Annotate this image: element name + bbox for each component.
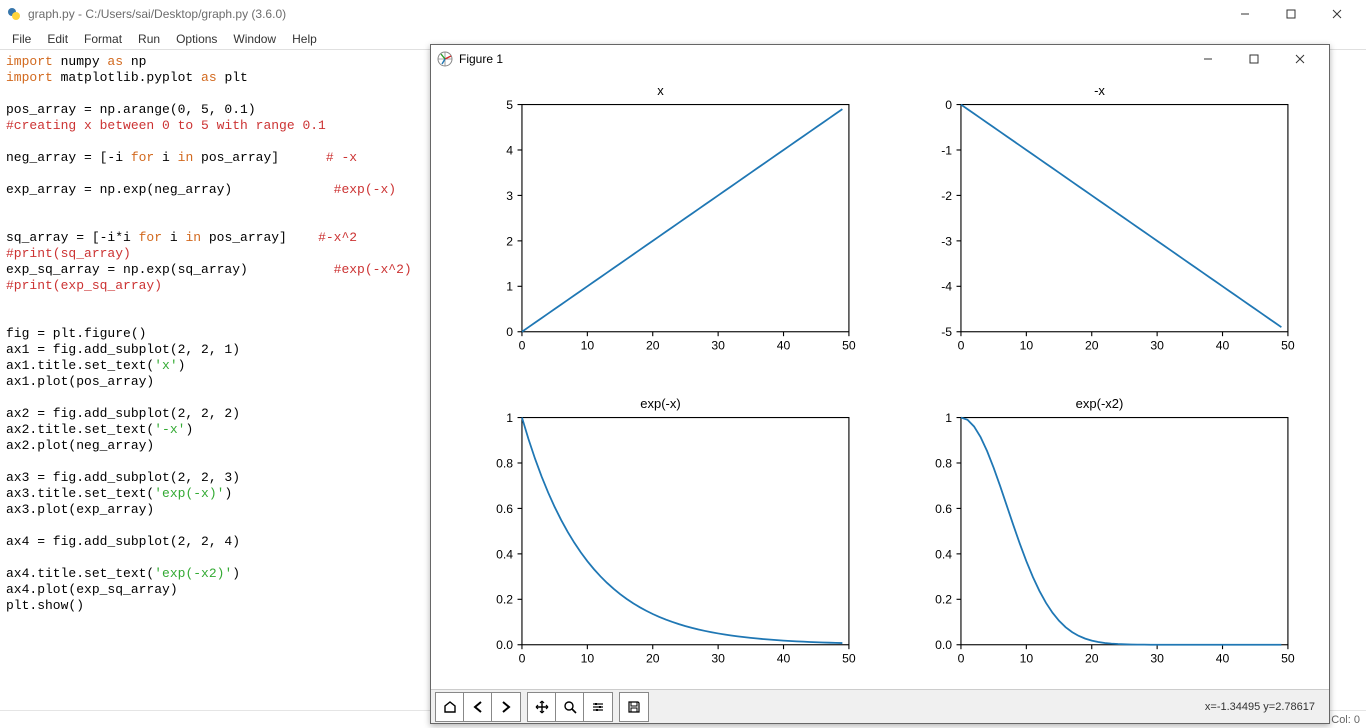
close-button[interactable] <box>1314 0 1360 28</box>
tool-home-button[interactable] <box>436 693 464 721</box>
subplot-title: x <box>657 83 664 98</box>
plot-svg: 0 10 20 30 40 50 -5 -4 -3 -2 -1 0 <box>900 98 1299 366</box>
subplot-1: -x 0 10 20 30 40 50 -5 -4 -3 -2 -1 0 <box>900 83 1299 366</box>
svg-text:10: 10 <box>581 338 595 352</box>
svg-text:0.2: 0.2 <box>496 593 513 607</box>
svg-text:40: 40 <box>1216 651 1230 665</box>
svg-text:50: 50 <box>842 651 856 665</box>
tool-zoom-button[interactable] <box>556 693 584 721</box>
svg-text:0.6: 0.6 <box>935 502 952 516</box>
figure-maximize-button[interactable] <box>1231 45 1277 73</box>
svg-text:20: 20 <box>646 651 660 665</box>
svg-text:1: 1 <box>506 280 513 294</box>
svg-text:40: 40 <box>777 338 791 352</box>
svg-text:0.0: 0.0 <box>935 638 952 652</box>
svg-text:0: 0 <box>519 338 526 352</box>
subplot-3: exp(-x2) 0 10 20 30 40 50 0.0 0.2 0.4 0.6 0.8 1 <box>900 396 1299 679</box>
svg-text:0.0: 0.0 <box>496 638 513 652</box>
svg-text:0.8: 0.8 <box>935 456 952 470</box>
svg-text:1: 1 <box>945 411 952 425</box>
plot-svg: 0 10 20 30 40 50 0.0 0.2 0.4 0.6 0.8 1 <box>900 411 1299 679</box>
plot-svg: 0 10 20 30 40 50 0 1 2 3 4 5 <box>461 98 860 366</box>
menu-run[interactable]: Run <box>130 30 168 48</box>
svg-text:-1: -1 <box>941 143 952 157</box>
svg-text:-4: -4 <box>941 280 952 294</box>
plot-svg: 0 10 20 30 40 50 0.0 0.2 0.4 0.6 0.8 1 <box>461 411 860 679</box>
svg-text:30: 30 <box>1150 651 1164 665</box>
subplot-title: -x <box>1094 83 1105 98</box>
menu-edit[interactable]: Edit <box>39 30 76 48</box>
svg-text:50: 50 <box>1281 651 1295 665</box>
tool-pan-button[interactable] <box>528 693 556 721</box>
svg-text:20: 20 <box>1085 651 1099 665</box>
svg-text:10: 10 <box>1020 338 1034 352</box>
figure-status: x=-1.34495 y=2.78617 <box>1205 701 1325 713</box>
svg-text:50: 50 <box>1281 338 1295 352</box>
subplot-title: exp(-x) <box>640 396 680 411</box>
maximize-button[interactable] <box>1268 0 1314 28</box>
tool-back-button[interactable] <box>464 693 492 721</box>
svg-text:20: 20 <box>1085 338 1099 352</box>
menu-options[interactable]: Options <box>168 30 225 48</box>
menu-file[interactable]: File <box>4 30 39 48</box>
menu-format[interactable]: Format <box>76 30 130 48</box>
svg-text:0: 0 <box>506 325 513 339</box>
svg-text:0.6: 0.6 <box>496 502 513 516</box>
svg-text:10: 10 <box>581 651 595 665</box>
figure-title: Figure 1 <box>459 52 503 66</box>
subplot-2: exp(-x) 0 10 20 30 40 50 0.0 0.2 0.4 0.6 0.8 1 <box>461 396 860 679</box>
svg-text:10: 10 <box>1020 651 1034 665</box>
figure-canvas[interactable]: x01020304050012345-x01020304050-5-4-3-2-… <box>431 73 1329 689</box>
svg-text:4: 4 <box>506 143 513 157</box>
svg-text:30: 30 <box>1150 338 1164 352</box>
svg-text:0: 0 <box>519 651 526 665</box>
svg-text:30: 30 <box>711 338 725 352</box>
svg-text:0.8: 0.8 <box>496 456 513 470</box>
subplot-0: x 0 10 20 30 40 50 0 1 2 3 4 5 <box>461 83 860 366</box>
tool-save-button[interactable] <box>620 693 648 721</box>
figure-titlebar: Figure 1 <box>431 45 1329 73</box>
svg-text:-5: -5 <box>941 325 952 339</box>
menu-help[interactable]: Help <box>284 30 325 48</box>
window-buttons <box>1222 0 1360 28</box>
svg-text:0.4: 0.4 <box>496 547 513 561</box>
svg-text:0: 0 <box>958 338 965 352</box>
svg-text:1: 1 <box>506 411 513 425</box>
status-col: Col: 0 <box>1331 714 1360 726</box>
svg-text:-2: -2 <box>941 189 952 203</box>
minimize-button[interactable] <box>1222 0 1268 28</box>
svg-text:40: 40 <box>777 651 791 665</box>
menu-window[interactable]: Window <box>225 30 284 48</box>
svg-text:3: 3 <box>506 189 513 203</box>
python-icon <box>6 6 22 22</box>
subplot-title: exp(-x2) <box>1076 396 1124 411</box>
svg-text:0.4: 0.4 <box>935 547 952 561</box>
svg-text:-3: -3 <box>941 234 952 248</box>
matplotlib-icon <box>437 51 453 67</box>
tool-forward-button[interactable] <box>492 693 520 721</box>
svg-text:30: 30 <box>711 651 725 665</box>
titlebar: graph.py - C:/Users/sai/Desktop/graph.py… <box>0 0 1366 28</box>
tool-configure-button[interactable] <box>584 693 612 721</box>
svg-text:20: 20 <box>646 338 660 352</box>
svg-text:0: 0 <box>945 98 952 112</box>
svg-text:2: 2 <box>506 234 513 248</box>
svg-text:5: 5 <box>506 98 513 112</box>
svg-text:40: 40 <box>1216 338 1230 352</box>
figure-minimize-button[interactable] <box>1185 45 1231 73</box>
svg-text:0.2: 0.2 <box>935 593 952 607</box>
figure-toolbar: x=-1.34495 y=2.78617 <box>431 689 1329 723</box>
figure-window: Figure 1 x01020304050012345-x01020304050… <box>430 44 1330 724</box>
svg-text:0: 0 <box>958 651 965 665</box>
svg-text:50: 50 <box>842 338 856 352</box>
figure-close-button[interactable] <box>1277 45 1323 73</box>
window-title: graph.py - C:/Users/sai/Desktop/graph.py… <box>28 7 286 21</box>
